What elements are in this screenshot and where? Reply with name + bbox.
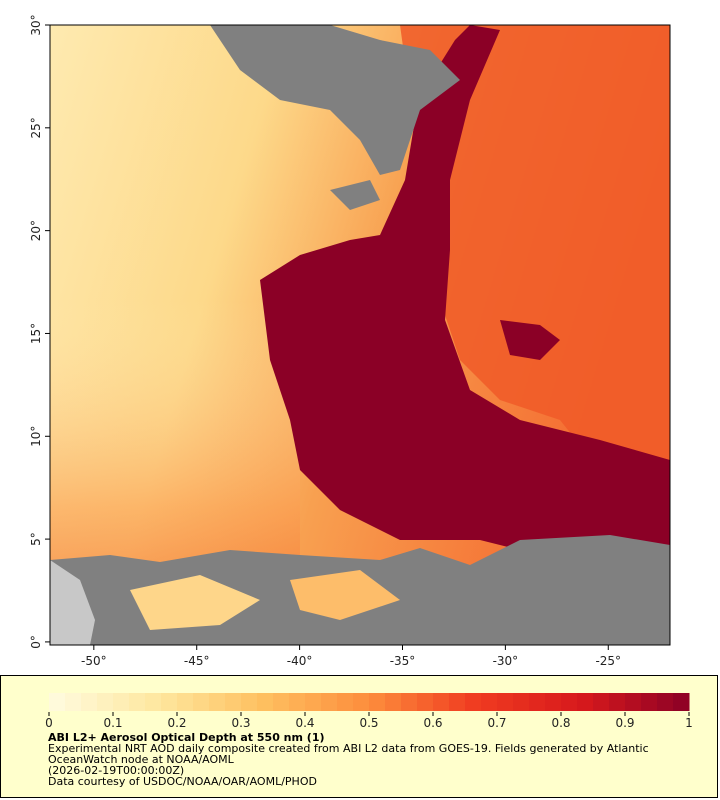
colorbar-step [561,693,578,711]
legend-box: 0 0.1 0.2 0.3 0.4 0.5 0.6 0.7 0.8 0.9 1 [0,675,718,798]
colorbar-step [625,693,642,711]
colorbar-step [433,693,450,711]
colorbar-step [401,693,418,711]
colorbar-step [177,693,194,711]
colorbar-tick-label: 0.2 [167,716,186,730]
x-tick-label: -40° [287,654,313,668]
y-tick-label: 30° [29,14,43,35]
y-tick-label: 25° [29,117,43,138]
land [50,560,95,645]
colorbar-step [481,693,498,711]
dust-patch [500,320,560,360]
clear-patch [290,570,400,620]
colorbar-tick-label: 1 [685,716,693,730]
y-tick-label: 15° [29,323,43,344]
colorbar-step [241,693,258,711]
colorbar-step [465,693,482,711]
colorbar-step [497,693,514,711]
colorbar-step [65,693,82,711]
colorbar-step [305,693,322,711]
colorbar-step [321,693,338,711]
colorbar-tick-label: 0.5 [359,716,378,730]
colorbar-step [417,693,434,711]
colorbar-step [193,693,210,711]
colorbar-step [145,693,162,711]
colorbar-tick-label: 0.7 [487,716,506,730]
colorbar-step [641,693,658,711]
colorbar-step [385,693,402,711]
plume-edge [400,25,670,480]
caption-credit: Data courtesy of USDOC/NOAA/OAR/AOML/PHO… [48,775,317,788]
cloud-mask [210,25,460,175]
colorbar-tick-label: 0.1 [103,716,122,730]
map: -50° -45° -40° -35° -30° -25° 0° 5° 10° 15° 20° 25°… [29,14,671,668]
colorbar-step [657,693,674,711]
colorbar-step [577,693,594,711]
y-tick-label: 10° [29,426,43,447]
colorbar-step [353,693,370,711]
x-tick-label: -30° [493,654,519,668]
colorbar-tick-label: 0.4 [295,716,314,730]
colorbar-step [289,693,306,711]
colorbar-step [673,693,690,711]
x-tick-label: -45° [184,654,210,668]
caption: ABI L2+ Aerosol Optical Depth at 550 nm … [48,732,688,787]
colorbar-step [81,693,98,711]
colorbar-step [513,693,530,711]
colorbar-step [113,693,130,711]
x-tick-label: -50° [81,654,107,668]
colorbar-tick-label: 0.3 [231,716,250,730]
colorbar-tick-label: 0 [45,716,53,730]
colorbar-step [593,693,610,711]
colorbar-step [129,693,146,711]
colorbar-step [257,693,274,711]
caption-description: Experimental NRT AOD daily composite cre… [48,742,649,766]
dust-plume [260,25,670,570]
x-tick-label: -35° [390,654,416,668]
colorbar-step [369,693,386,711]
caption-time: (2026-02-19T00:00:00Z) [48,764,185,777]
colorbar: 0 0.1 0.2 0.3 0.4 0.5 0.6 0.7 0.8 0.9 1 [45,693,693,730]
colorbar-step [545,693,562,711]
map-frame [49,24,671,646]
colorbar-step [49,693,66,711]
colorbar-tick-label: 0.8 [551,716,570,730]
colorbar-step [209,693,226,711]
colorbar-step [609,693,626,711]
colorbar-tick-label: 0.9 [615,716,634,730]
clear-patch [130,575,260,630]
y-tick-label: 5° [29,532,43,546]
colorbar-tick-label: 0.6 [423,716,442,730]
colorbar-step [97,693,114,711]
caption-title: ABI L2+ Aerosol Optical Depth at 550 nm … [48,731,325,744]
y-tick-label: 20° [29,220,43,241]
y-tick-label: 0° [29,635,43,649]
colorbar-step [449,693,466,711]
cloud-mask [330,180,380,210]
colorbar-step [161,693,178,711]
colorbar-step [273,693,290,711]
colorbar-step [225,693,242,711]
colorbar-step [337,693,354,711]
x-tick-label: -25° [595,654,621,668]
colorbar-step [529,693,546,711]
